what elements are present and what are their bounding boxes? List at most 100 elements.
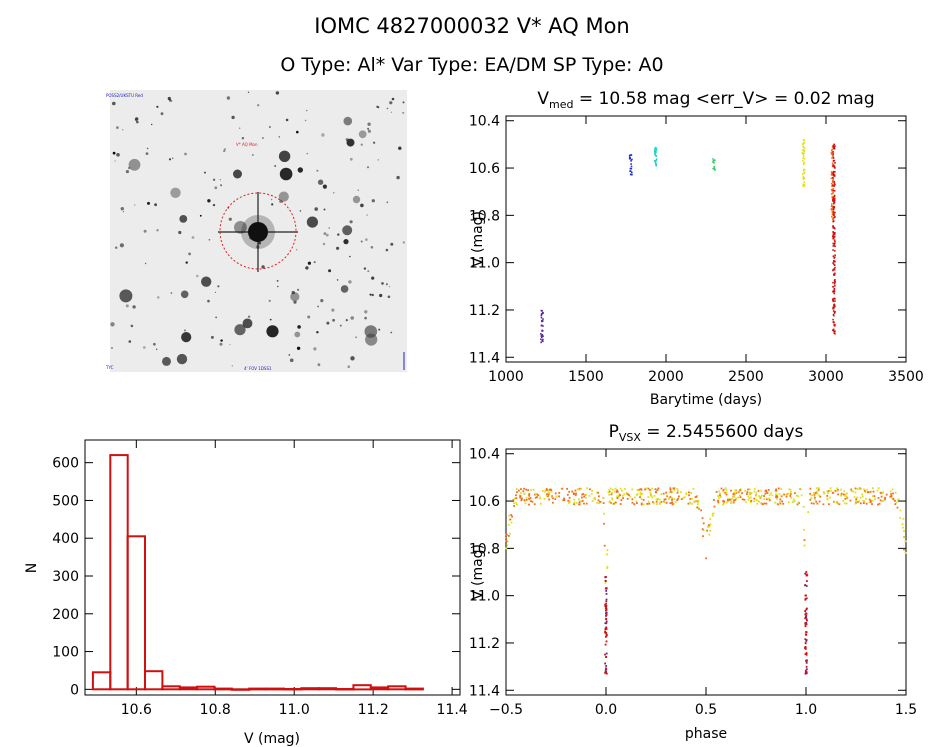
phased-point [833,501,836,503]
lightcurve-point [542,340,544,343]
finder-star [364,325,378,338]
lightcurve-xlabel: Barytime (days) [650,392,762,408]
lightcurve-point [629,167,632,170]
finder-star [387,295,391,299]
lightcurve-point [653,148,656,150]
finder-star [191,236,195,239]
phased-point [892,492,894,495]
phased-point [902,526,904,529]
phased-point [605,593,608,595]
phased-point [697,506,700,509]
phased-point [528,503,530,506]
histogram-ytick-label: 300 [52,569,79,585]
finder-star [196,274,199,278]
phased-point [607,491,610,494]
phased-ylabel: V (mag) [470,544,486,600]
phased-point [719,494,721,497]
finder-star [367,127,370,130]
phased-point [759,496,761,499]
phased-point [767,497,770,500]
phased-point [749,501,752,504]
phased-point [812,502,815,505]
finder-star [337,233,340,236]
phased-point [755,498,758,501]
finder-star [328,269,332,273]
finder-star [358,130,367,139]
phased-point [604,603,607,606]
lightcurve-point [832,268,835,271]
phased-point [770,492,772,495]
phased-point [509,518,512,521]
lightcurve-point [655,164,657,167]
phased-point [843,502,846,505]
finder-star [317,305,319,308]
finder-star [111,347,113,349]
phased-point [804,669,807,672]
phased-point [805,665,808,668]
lightcurve-point [833,159,836,162]
phased-point [510,514,513,516]
lightcurve-point [803,147,806,149]
phased-point [882,491,884,494]
lightcurve-point [803,181,806,183]
lightcurve-point [541,336,543,338]
finder-star [291,290,295,295]
finder-star [184,329,186,332]
finder-star [242,318,253,329]
phased-point [620,499,623,501]
phased-point [597,499,600,502]
phased-point [842,500,845,502]
finder-star [279,199,283,203]
phased-point [822,503,825,506]
phased-point [505,547,508,550]
lightcurve-point [833,297,836,300]
finder-star [332,318,335,322]
phased-point [658,498,661,501]
phased-point [756,502,759,505]
phased-point [663,498,666,501]
phased-point [836,502,839,505]
phased-point [547,491,550,493]
phased-point [809,498,812,501]
phased-point [776,498,779,501]
lightcurve-point [831,154,834,157]
lightcurve-point [831,149,833,152]
lightcurve-point [833,257,835,259]
lightcurve-point [833,226,836,229]
finder-star [122,211,125,213]
lightcurve-point [802,157,804,159]
finder-star [370,246,374,249]
phased-point [505,540,508,542]
lightcurve-point [834,305,836,308]
histogram-xtick-label: 11.0 [279,702,310,718]
lightcurve-point [834,250,836,252]
finder-star [371,199,375,203]
finder-star [306,152,309,155]
finder-star [185,261,188,264]
phased-point [805,597,808,600]
phased-point [765,491,768,493]
phased-point [708,525,711,528]
phased-ytick-label: 10.8 [469,541,500,557]
phased-xtick-label: 1.5 [895,702,917,718]
phased-point [718,490,721,493]
finder-star [349,157,353,161]
finder-star [231,365,233,367]
lightcurve-point [540,316,543,319]
phased-point [781,500,783,503]
finder-star [369,293,372,296]
phased-point [872,490,875,493]
phased-point [717,502,720,505]
phased-point [776,496,779,498]
lightcurve-point [802,155,805,157]
lightcurve-point [802,153,804,155]
finder-star [219,179,221,181]
lightcurve-point [832,145,835,147]
lightcurve-point [834,211,836,214]
phased-point [717,499,719,502]
phased-point [605,656,607,658]
phased-ytick-label: 11.2 [469,636,500,652]
phased-point [544,489,547,492]
phased-point [614,487,617,490]
finder-star [350,356,355,361]
